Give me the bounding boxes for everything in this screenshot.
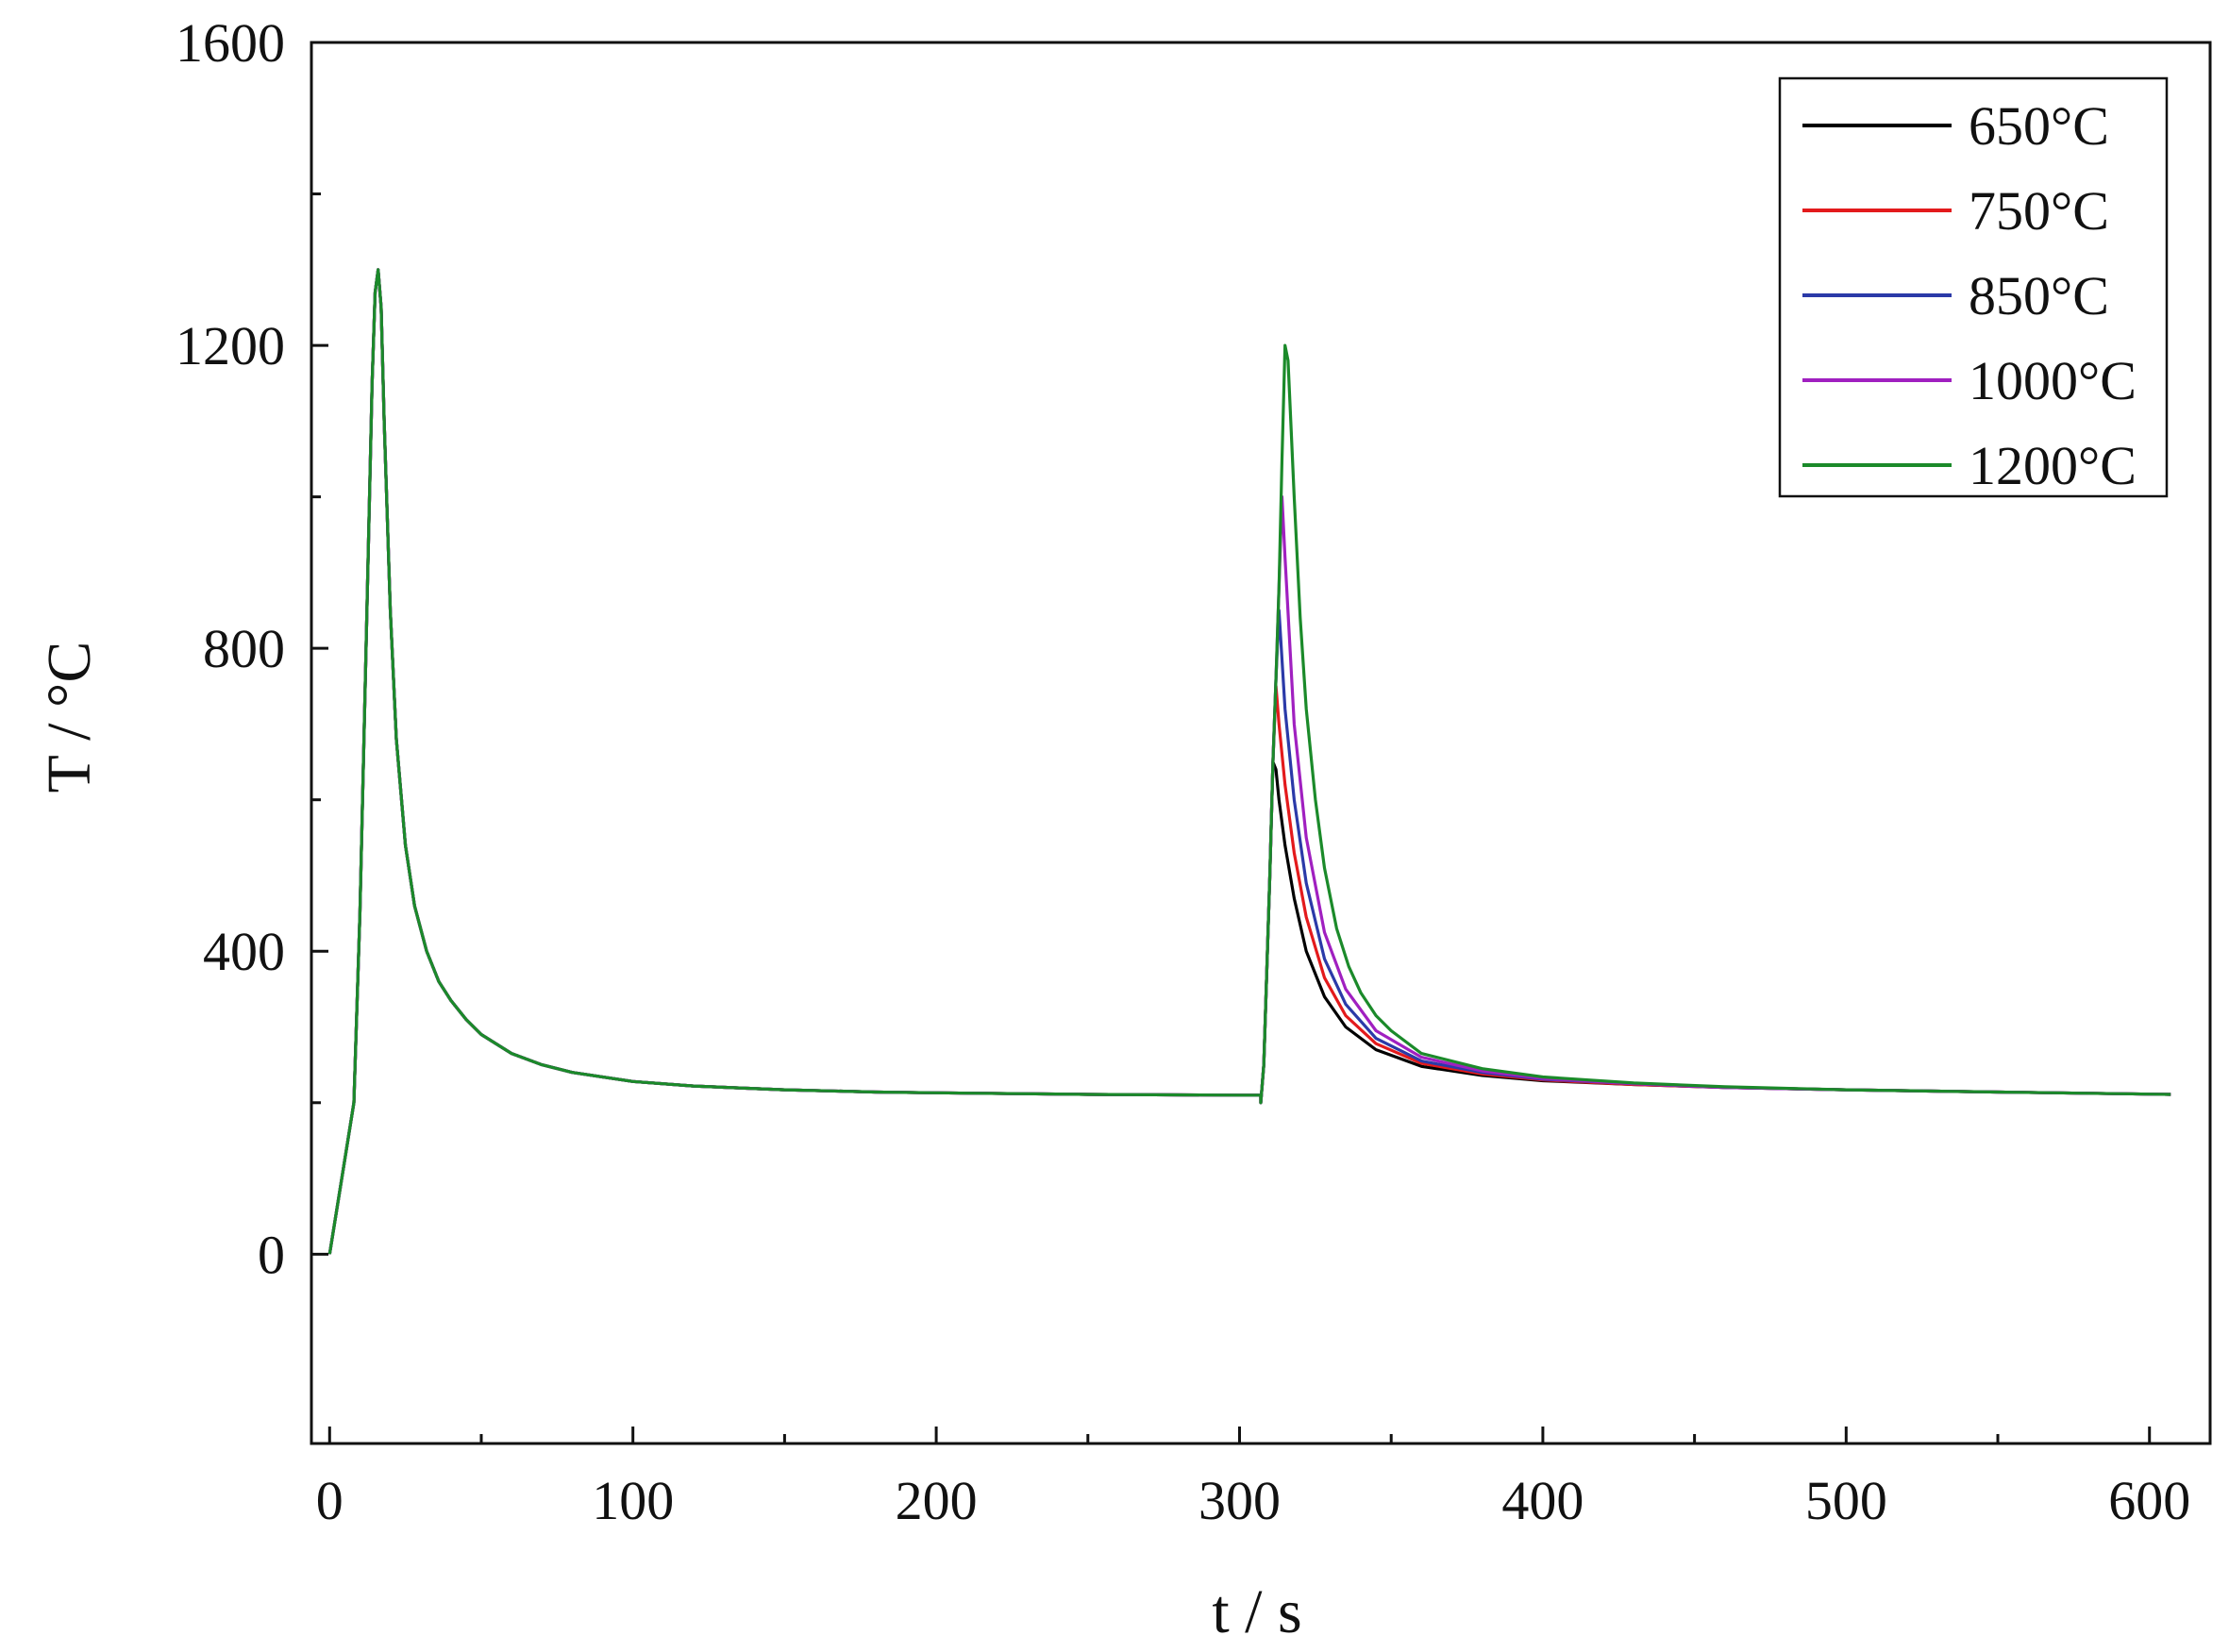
x-axis-label: t / s	[1212, 1577, 1301, 1646]
y-tick-label: 1600	[176, 12, 285, 74]
y-tick-label: 1200	[176, 315, 285, 376]
plot-frame	[310, 41, 2212, 1445]
x-tick-label: 0	[316, 1470, 344, 1531]
legend-label: 750°C	[1969, 180, 2109, 242]
x-tick-label: 600	[2108, 1470, 2190, 1531]
legend-label: 850°C	[1969, 265, 2109, 326]
x-tick-label: 300	[1198, 1470, 1281, 1531]
legend-label: 1200°C	[1969, 435, 2137, 496]
series-lines	[327, 268, 2171, 1255]
legend-label: 650°C	[1969, 95, 2109, 157]
y-tick-label: 400	[203, 921, 285, 982]
y-tick-label: 0	[258, 1224, 285, 1285]
y-tick-label: 800	[203, 618, 285, 679]
legend: 650°C 750°C 850°C 1000°C 1200°C	[1778, 76, 2169, 498]
x-tick-label: 500	[1805, 1470, 1887, 1531]
x-tick-label: 400	[1501, 1470, 1584, 1531]
x-tick-label: 200	[896, 1470, 978, 1531]
series-line-5	[327, 268, 2171, 1255]
x-tick-label: 100	[592, 1470, 674, 1531]
axis-ticks: 0 100 200 300 400 500 600 0 400 800 1200 1600	[176, 12, 2190, 1531]
legend-label: 1000°C	[1969, 350, 2137, 411]
legend-box	[1778, 76, 2169, 498]
plot-area-border	[310, 41, 2212, 1445]
y-axis-label: T / °C	[35, 642, 104, 793]
